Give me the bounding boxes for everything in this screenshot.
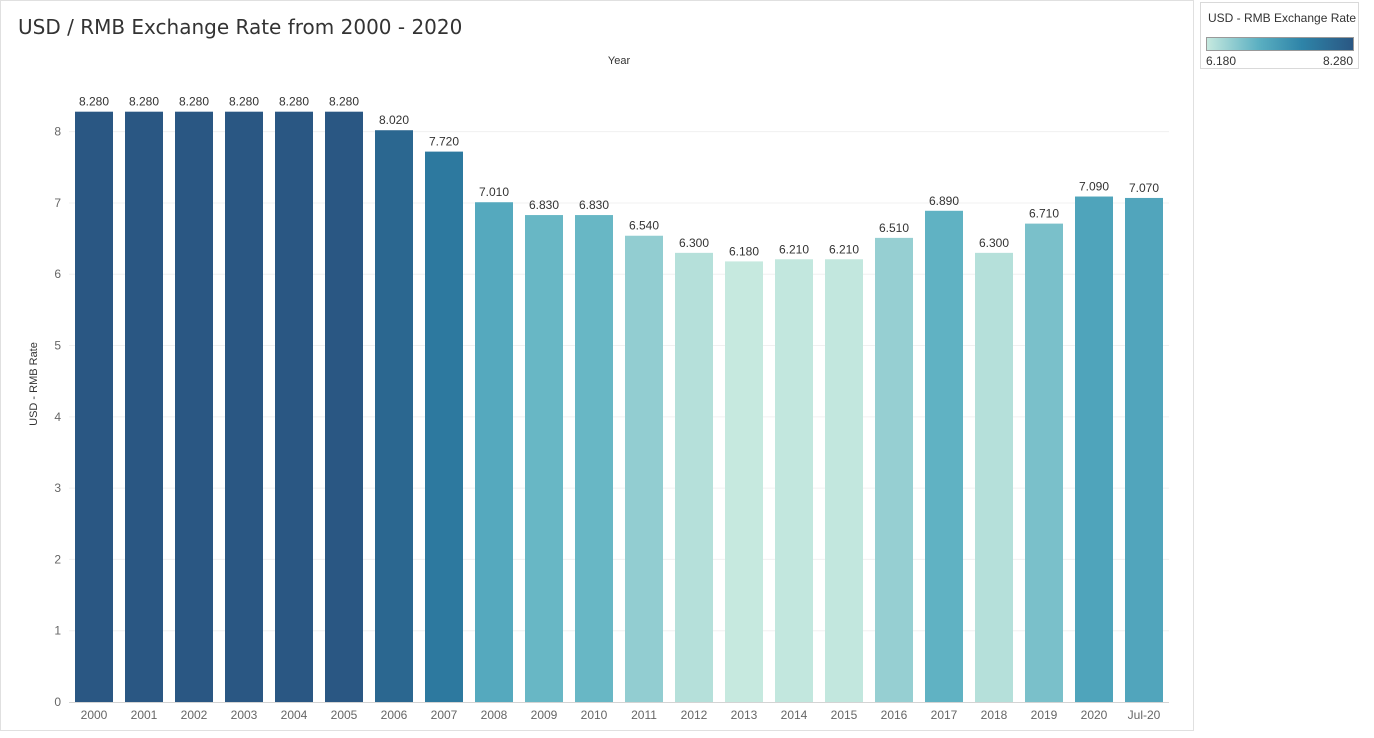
data-label: 6.510: [879, 221, 909, 235]
legend-color-ramp: [1206, 37, 1354, 51]
data-label: 7.010: [479, 185, 509, 199]
data-label: 6.540: [629, 219, 659, 233]
bar: [125, 111, 163, 703]
y-axis-title: USD - RMB Rate: [28, 342, 40, 426]
legend-title: USD - RMB Exchange Rate: [1208, 11, 1357, 25]
bar: [1125, 197, 1163, 702]
data-label: 8.020: [379, 113, 409, 127]
data-label: 6.300: [979, 236, 1009, 250]
x-axis-title: Year: [608, 55, 631, 67]
y-tick-label: 1: [54, 624, 61, 638]
x-tick-label: 2007: [431, 708, 458, 722]
bar: [75, 111, 113, 703]
x-tick-label: 2012: [681, 708, 708, 722]
x-tick-label: 2019: [1031, 708, 1058, 722]
data-label: 6.710: [1029, 207, 1059, 221]
legend-max-label: 8.280: [1322, 54, 1353, 68]
data-label: 7.090: [1079, 180, 1109, 194]
x-tick-label: Jul-20: [1128, 708, 1161, 722]
bar: [875, 237, 913, 702]
y-tick-label: 3: [54, 481, 61, 495]
data-label: 8.280: [279, 95, 309, 109]
chart-title: USD / RMB Exchange Rate from 2000 - 2020: [18, 15, 463, 39]
data-label: 6.180: [729, 244, 759, 258]
x-tick-label: 2001: [131, 708, 158, 722]
data-label: 6.300: [679, 236, 709, 250]
x-tick-label: 2008: [481, 708, 508, 722]
y-tick-label: 5: [54, 339, 61, 353]
x-tick-label: 2011: [631, 708, 657, 722]
x-tick-label: 2020: [1081, 708, 1108, 722]
data-label: 7.720: [429, 135, 459, 149]
data-label: 6.210: [829, 242, 859, 256]
data-label: 8.280: [329, 95, 359, 109]
data-label: 8.280: [79, 95, 109, 109]
bar: [425, 151, 463, 703]
chart-panel: USD / RMB Exchange Rate from 2000 - 2020…: [0, 0, 1194, 731]
x-tick-label: 2003: [231, 708, 258, 722]
color-legend: USD - RMB Exchange Rate 6.180 8.280: [1200, 2, 1359, 69]
bar: [325, 111, 363, 703]
y-tick-label: 4: [54, 410, 61, 424]
y-tick-label: 0: [54, 695, 61, 709]
bar: [525, 215, 563, 703]
bar: [1025, 223, 1063, 703]
data-label: 8.280: [229, 95, 259, 109]
data-label: 6.830: [579, 198, 609, 212]
data-label: 6.890: [929, 194, 959, 208]
data-label: 7.070: [1129, 181, 1159, 195]
bar: [375, 130, 413, 702]
y-tick-label: 8: [54, 125, 61, 139]
bar: [575, 215, 613, 703]
data-label: 6.830: [529, 198, 559, 212]
x-tick-label: 2000: [81, 708, 108, 722]
bar: [725, 261, 763, 702]
x-tick-label: 2016: [881, 708, 908, 722]
bar: [1075, 196, 1113, 702]
bar: [975, 252, 1013, 703]
x-tick-label: 2015: [831, 708, 858, 722]
bar: [675, 252, 713, 703]
bar: [275, 111, 313, 703]
bar-chart: 0 1 2 3 4 5 6 7 8 8.280 2000 8.280 2001 8.280 2002 8.28…: [28, 55, 1169, 722]
x-tick-label: 2018: [981, 708, 1008, 722]
x-tick-label: 2014: [781, 708, 808, 722]
bar: [175, 111, 213, 703]
y-tick-label: 6: [54, 267, 61, 281]
x-tick-label: 2006: [381, 708, 408, 722]
legend-min-label: 6.180: [1206, 54, 1237, 68]
y-tick-label: 7: [54, 196, 61, 210]
x-tick-label: 2005: [331, 708, 358, 722]
data-label: 8.280: [129, 95, 159, 109]
bar: [475, 202, 513, 702]
bar: [775, 259, 813, 702]
x-tick-label: 2004: [281, 708, 308, 722]
bar: [625, 235, 663, 703]
bar: [925, 210, 963, 703]
bar: [225, 111, 263, 703]
x-tick-label: 2009: [531, 708, 558, 722]
data-label: 6.210: [779, 242, 809, 256]
x-tick-label: 2017: [931, 708, 958, 722]
y-tick-label: 2: [54, 552, 61, 566]
bar: [825, 259, 863, 702]
data-label: 8.280: [179, 95, 209, 109]
x-tick-label: 2010: [581, 708, 608, 722]
x-tick-label: 2013: [731, 708, 758, 722]
x-tick-label: 2002: [181, 708, 208, 722]
